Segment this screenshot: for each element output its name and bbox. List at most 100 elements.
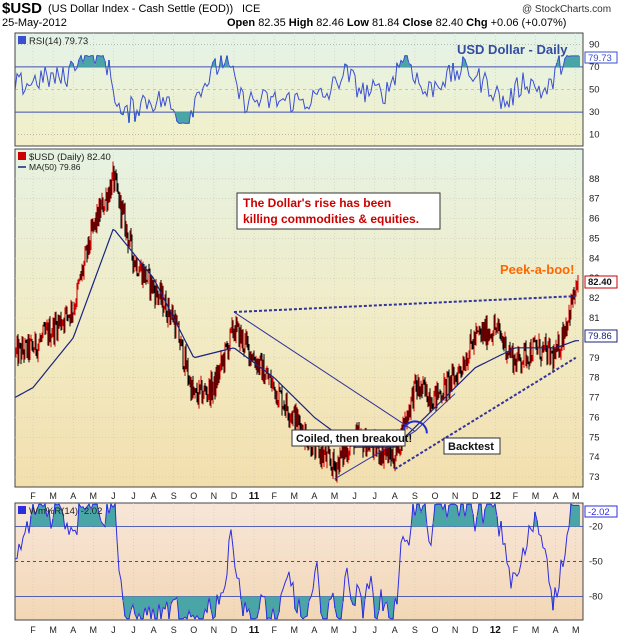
rsi-tick-label: 10 [589,130,600,141]
month-tick-label: 12 [490,625,502,636]
price-tick-label: 76 [589,412,600,423]
willr-line [15,503,579,620]
month-tick-label: J [352,625,357,635]
month-tick-label: J [111,491,116,501]
resistance-trendline [233,295,576,314]
ohlc-readout: Open 82.35 High 82.46 Low 81.84 Close 82… [227,17,566,29]
month-tick-label: M [90,625,98,635]
chart-header: $USD (US Dollar Index - Cash Settle (EOD… [2,0,618,30]
willr-layer [15,503,580,620]
ma50-line [15,228,579,448]
rsi-legend: RSI(14) 79.73 USD Dollar - Daily [18,36,568,57]
month-tick-label: M [572,625,580,635]
price-tag-text: 82.40 [588,277,612,288]
price-value-tag: 82.40 [584,275,618,289]
month-tick-label: M [291,491,299,501]
month-tick-label: A [151,625,157,635]
month-tick-label: O [190,625,197,635]
low-value: 81.84 [371,17,400,29]
month-tick-label: F [513,491,519,501]
month-tick-label: A [151,491,157,501]
annotation-line2: killing commodities & equities. [243,212,419,226]
price-tick-label: 87 [589,194,600,205]
month-tick-label: M [532,625,540,635]
month-tick-label: F [271,625,277,635]
price-tick-label: 79 [589,353,600,364]
month-tick-label: F [30,625,36,635]
price-tick-label: 82 [589,293,600,304]
rsi-tick-label: 90 [589,39,600,50]
month-tick-label: M [49,625,57,635]
peek-label: Peek-a-boo! [500,262,574,277]
close-label: Close [402,17,433,29]
willr-tick-label: -50 [589,557,603,568]
rsi-tick-label: 50 [589,85,600,96]
price-tick-label: 81 [589,313,600,324]
willr-legend: Wm%R(14) -2.02 [18,506,102,517]
open-value: 82.35 [258,17,286,29]
month-tick-label: 12 [490,491,502,502]
price-legend: $USD (Daily) 82.40 MA(50) 79.86 [18,152,111,172]
price-tick-label: 86 [589,214,600,225]
uptrend-support-line [394,356,577,470]
month-tick-label: A [70,625,76,635]
price-tick-label: 75 [589,432,600,443]
backtest-label: Backtest [448,441,494,453]
annotation-line1: The Dollar's rise has been [243,196,391,210]
month-tick-label: F [513,625,519,635]
month-tick-label: S [412,625,418,635]
annotation-box: The Dollar's rise has been killing commo… [236,192,441,230]
month-tick-label: D [231,491,238,501]
rsi-tick-label: 70 [589,62,600,73]
ma-legend-label: MA(50) 79.86 [29,162,81,172]
willr-tick-label: -20 [589,521,603,532]
month-tick-label: N [211,625,218,635]
month-tick-label: J [352,491,357,501]
rsi-line [15,54,579,124]
price-tick-label: 74 [589,452,600,463]
rsi-label: RSI(14) 79.73 [29,36,88,47]
open-label: Open [227,17,256,29]
symbol-title: $USD [2,0,43,17]
backtest-pointer [414,393,456,432]
month-tick-label: M [90,491,98,501]
month-tick-label: J [372,625,377,635]
chg-label: Chg [466,17,488,29]
rsi-layer [15,54,580,124]
month-tick-label: N [452,625,459,635]
month-tick-label: O [431,491,438,501]
month-tick-label: A [70,491,76,501]
rsi-title: USD Dollar - Daily [457,42,568,57]
month-tick-label: S [171,625,177,635]
price-tick-label: 77 [589,393,600,404]
price-tick-label: 85 [589,233,600,244]
watermark: @ StockCharts.com [522,4,612,15]
month-tick-label: F [271,491,277,501]
month-tick-label: J [131,625,136,635]
willr-tag-text: -2.02 [588,507,610,518]
month-tick-label: D [472,625,479,635]
month-tick-label: A [311,625,317,635]
willr-tick-label: -80 [589,592,603,603]
month-tick-label: F [30,491,36,501]
rsi-tick-label: 30 [589,107,600,118]
upper-wedge-line [233,311,416,432]
month-tick-label: J [111,625,116,635]
ma-tag-text: 79.86 [588,331,612,342]
ma-value-tag: 79.86 [584,329,618,343]
month-tick-label: M [331,625,339,635]
price-legend-label: $USD (Daily) 82.40 [29,152,111,163]
month-tick-label: 11 [249,491,260,502]
month-tick-label: S [412,491,418,501]
price-legend-swatch [18,152,26,160]
month-tick-label: N [211,491,218,501]
date-label: 25-May-2012 [2,17,67,29]
month-tick-label: A [392,491,398,501]
willr-label: Wm%R(14) -2.02 [29,506,102,517]
low-label: Low [346,17,369,29]
breakout-arc [401,420,428,434]
price-tick-label: 84 [589,253,600,264]
month-tick-label: S [171,491,177,501]
rsi-legend-swatch [18,36,26,44]
